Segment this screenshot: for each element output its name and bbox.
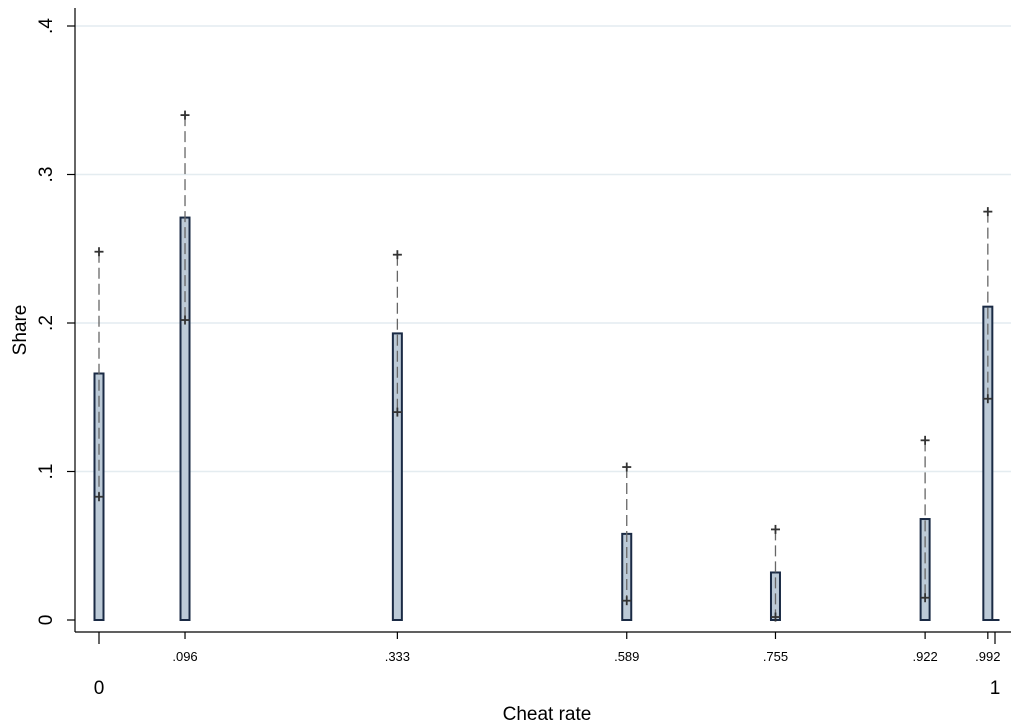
ci-low-marker-3 [622,596,632,606]
ci-low-marker-6 [983,394,993,404]
ci-high-marker-6 [983,207,993,217]
axes [74,8,1011,633]
x-minor-tick-label-4: .922 [912,649,937,664]
y-tick-label-1: .1 [36,464,57,480]
bar-6 [982,305,994,621]
ci-high-marker-4 [770,524,780,534]
bar-2 [391,332,403,621]
x-ticks: 0 1 .096 .333 .589 .755 .922 .992 [94,632,1001,699]
x-minor-tick-label-0: .096 [172,649,197,664]
x-minor-tick-label-1: .333 [385,649,410,664]
grid-lines [75,25,1011,473]
y-tick-label-3: .3 [36,167,57,183]
x-minor-tick-label-2: .589 [614,649,639,664]
ci-low-marker-1 [180,315,190,325]
bar-3 [621,532,633,621]
ci-high-marker-2 [392,250,402,260]
confidence-intervals [94,110,993,622]
ci-high-marker-1 [180,110,190,120]
y-tick-label-0: 0 [36,615,57,626]
ci-low-marker-2 [392,407,402,417]
y-axis-title: Share [10,305,31,356]
x-major-tick-label-1: 1 [990,678,1001,699]
ci-high-marker-3 [622,462,632,472]
x-minor-tick-label-3: .755 [763,649,788,664]
y-ticks: 0 .1 .2 .3 .4 [36,18,75,626]
x-minor-tick-label-5: .992 [975,649,1000,664]
ci-low-marker-4 [770,612,780,622]
ci-low-marker-5 [920,593,930,603]
x-major-tick-label-0: 0 [94,678,105,699]
y-tick-label-2: .2 [36,315,57,331]
x-axis-title: Cheat rate [503,704,592,725]
ci-high-marker-0 [94,247,104,257]
bar-series [93,216,1000,622]
ci-high-marker-5 [920,435,930,445]
ci-low-marker-0 [94,492,104,502]
y-tick-label-4: .4 [36,18,57,34]
